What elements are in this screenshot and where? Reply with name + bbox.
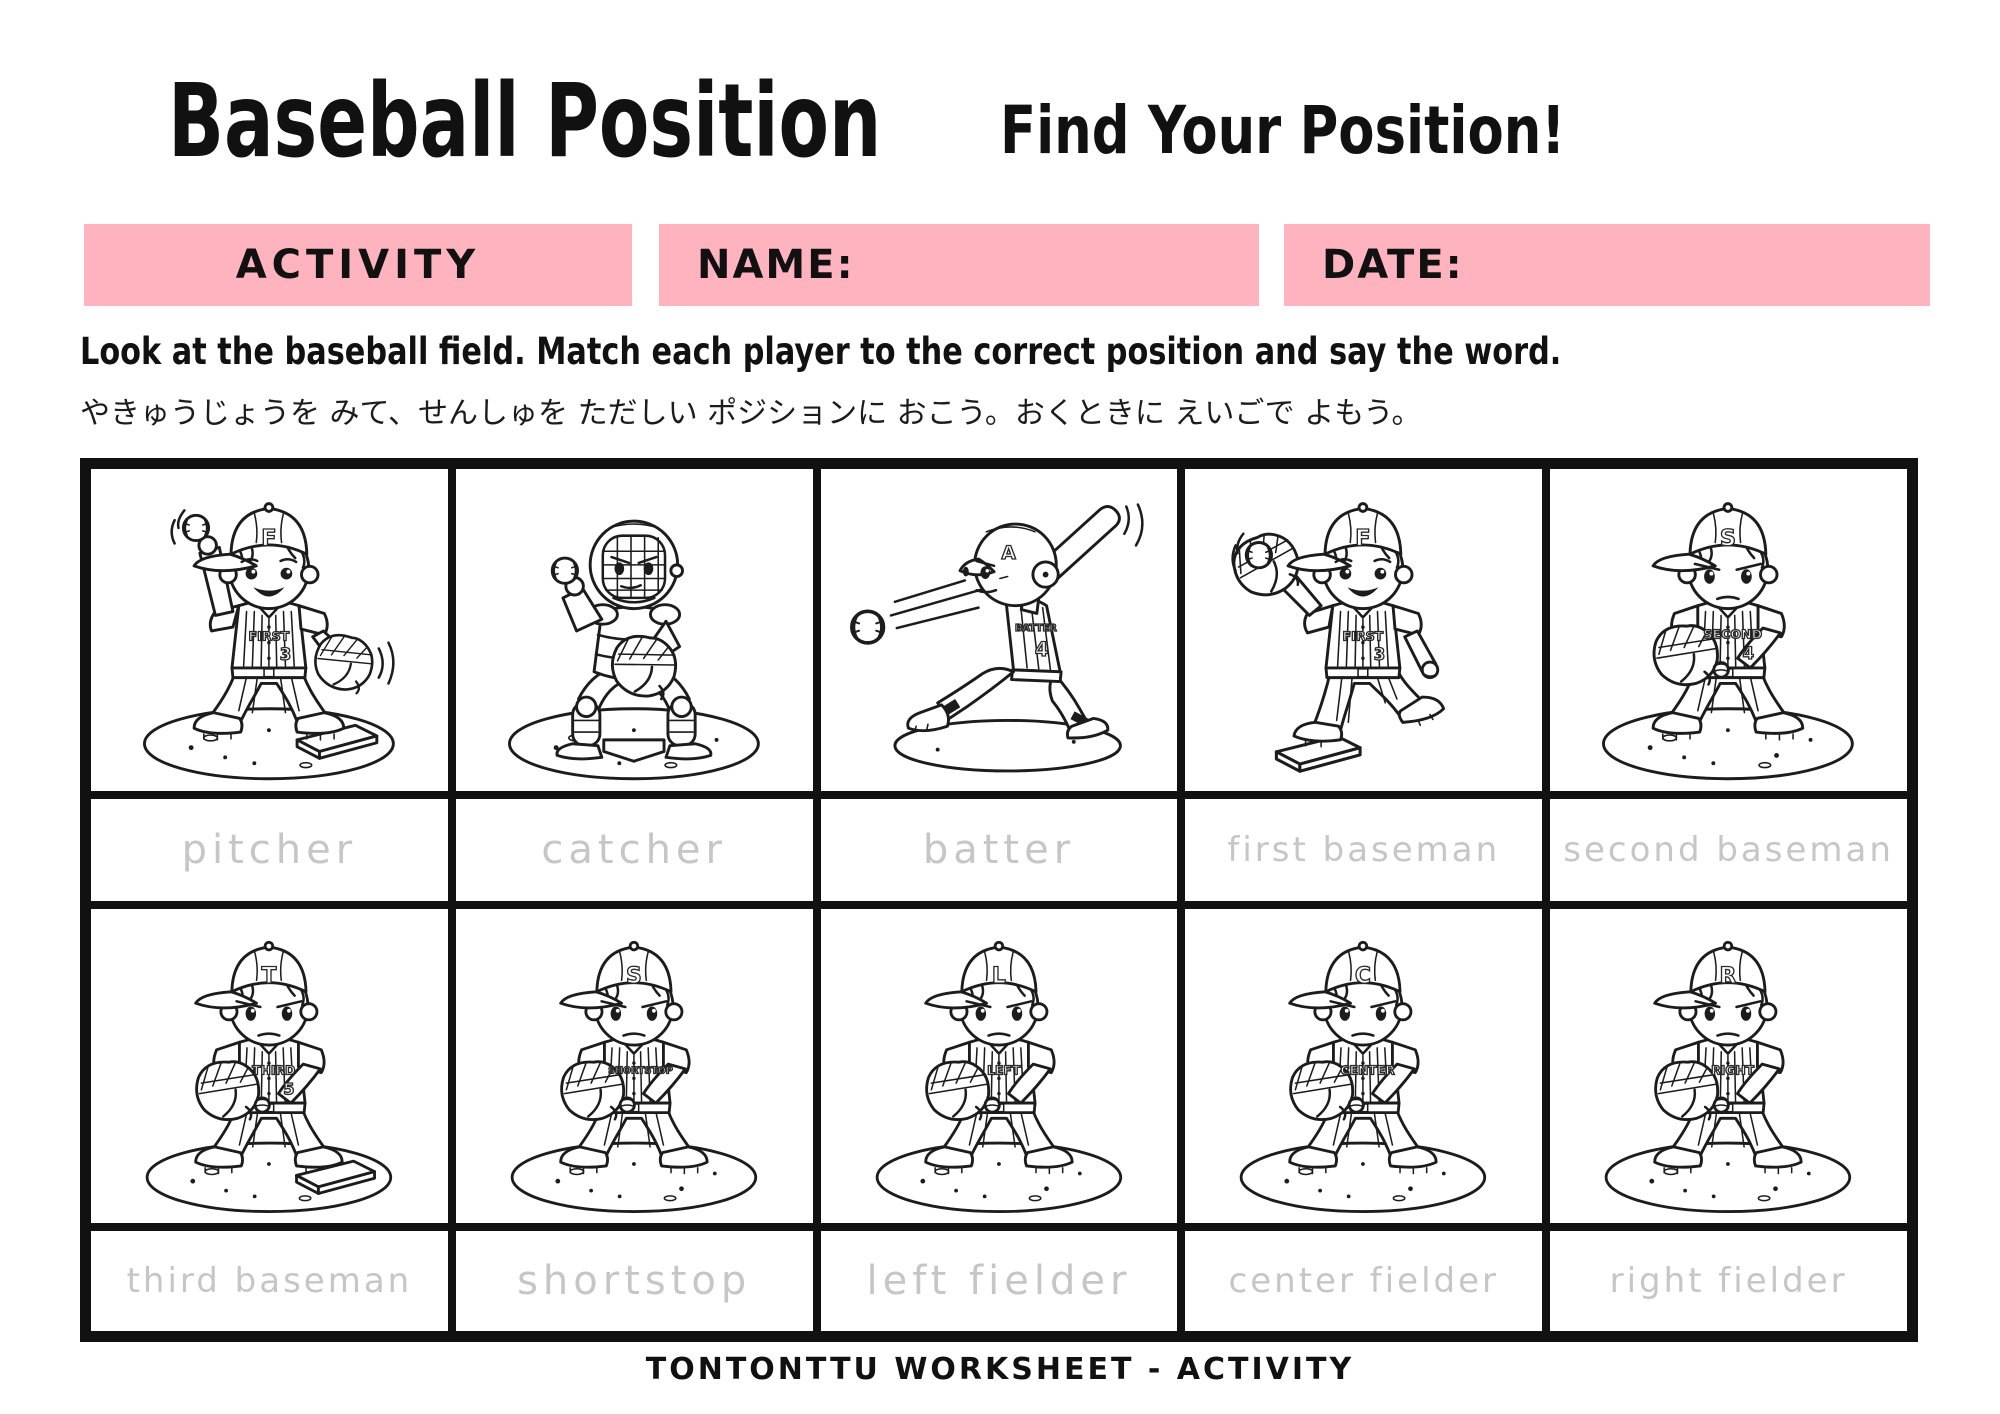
trace-text: left fielder bbox=[866, 1258, 1132, 1304]
trace-text: first baseman bbox=[1227, 830, 1501, 870]
shortstop-jersey-word: SHORTSTOP bbox=[608, 1066, 673, 1077]
shortstop-cap-letter: S bbox=[626, 964, 642, 989]
player-card-first-baseman: F FIRST 3 bbox=[1181, 465, 1547, 795]
trace-label-pitcher: pitcher bbox=[87, 795, 452, 905]
pitcher-jersey-number: 3 bbox=[280, 645, 292, 664]
batter-jersey-number: 4 bbox=[1035, 638, 1049, 661]
trace-label-third-baseman: third baseman bbox=[87, 1227, 452, 1335]
second-baseman-cap-letter: S bbox=[1720, 525, 1736, 551]
page-subtitle: Find Your Position! bbox=[1000, 92, 1566, 169]
player-card-batter: A BATTER 4 bbox=[816, 465, 1182, 795]
player-card-left-fielder: L LEFT bbox=[816, 905, 1182, 1227]
center-fielder-illustration: C CENTER bbox=[1185, 909, 1542, 1223]
first-baseman-illustration: F FIRST 3 bbox=[1185, 469, 1542, 791]
left-fielder-cap-letter: L bbox=[992, 964, 1006, 989]
player-card-shortstop: S SHORTSTOP bbox=[451, 905, 817, 1227]
trace-label-second-baseman: second baseman bbox=[1546, 795, 1911, 905]
trace-text: batter bbox=[922, 827, 1076, 873]
trace-label-center-fielder: center fielder bbox=[1181, 1227, 1547, 1335]
center-fielder-cap-letter: C bbox=[1355, 964, 1371, 989]
page-title: Baseball Position bbox=[168, 62, 882, 181]
instruction-english: Look at the baseball field. Match each p… bbox=[80, 330, 1562, 373]
trace-label-shortstop: shortstop bbox=[451, 1227, 817, 1335]
player-card-third-baseman: T THIRD 5 bbox=[87, 905, 452, 1227]
right-fielder-illustration: R RIGHT bbox=[1550, 909, 1907, 1223]
catcher-illustration bbox=[456, 469, 813, 791]
trace-label-left-fielder: left fielder bbox=[816, 1227, 1182, 1335]
batter-illustration: A BATTER 4 bbox=[821, 469, 1178, 791]
second-baseman-jersey-word: SECOND bbox=[1704, 627, 1763, 642]
date-field[interactable]: DATE: bbox=[1284, 224, 1930, 306]
third-baseman-cap-letter: T bbox=[261, 964, 276, 989]
trace-text: second baseman bbox=[1563, 830, 1894, 870]
player-grid: F FIRST 3 A BATTER 4 F FIRST 3 bbox=[80, 458, 1918, 1342]
right-fielder-jersey-word: RIGHT bbox=[1711, 1064, 1755, 1078]
third-baseman-illustration: T THIRD 5 bbox=[91, 909, 448, 1223]
trace-label-catcher: catcher bbox=[451, 795, 817, 905]
second-baseman-jersey-number: 4 bbox=[1743, 644, 1755, 663]
player-card-catcher bbox=[451, 465, 817, 795]
pitcher-jersey-word: FIRST bbox=[249, 629, 290, 644]
batter-jersey-word: BATTER bbox=[1015, 623, 1057, 634]
activity-box: ACTIVITY bbox=[84, 224, 632, 306]
left-fielder-illustration: L LEFT bbox=[821, 909, 1178, 1223]
left-fielder-jersey-word: LEFT bbox=[987, 1064, 1021, 1078]
trace-text: third baseman bbox=[126, 1261, 413, 1301]
trace-text: center fielder bbox=[1228, 1261, 1500, 1301]
date-label: DATE: bbox=[1322, 242, 1464, 288]
activity-label: ACTIVITY bbox=[235, 242, 481, 288]
trace-label-batter: batter bbox=[816, 795, 1182, 905]
third-baseman-jersey-number: 5 bbox=[283, 1080, 294, 1099]
trace-text: shortstop bbox=[517, 1258, 752, 1304]
second-baseman-illustration: S SECOND 4 bbox=[1550, 469, 1907, 791]
trace-label-right-fielder: right fielder bbox=[1546, 1227, 1911, 1335]
trace-text: pitcher bbox=[181, 827, 358, 873]
first-baseman-cap-letter: F bbox=[1356, 525, 1371, 551]
player-card-second-baseman: S SECOND 4 bbox=[1546, 465, 1911, 795]
player-card-right-fielder: R RIGHT bbox=[1546, 905, 1911, 1227]
pitcher-cap-letter: F bbox=[261, 525, 276, 551]
first-baseman-jersey-word: FIRST bbox=[1343, 629, 1384, 644]
center-fielder-jersey-word: CENTER bbox=[1341, 1064, 1396, 1078]
trace-text: right fielder bbox=[1609, 1261, 1848, 1301]
first-baseman-jersey-number: 3 bbox=[1374, 645, 1386, 664]
trace-label-first-baseman: first baseman bbox=[1181, 795, 1547, 905]
player-card-pitcher: F FIRST 3 bbox=[87, 465, 452, 795]
instruction-japanese: やきゅうじょうを みて、せんしゅを ただしい ポジションに おこう。おくときに … bbox=[80, 396, 1422, 431]
player-card-center-fielder: C CENTER bbox=[1181, 905, 1547, 1227]
batter-cap-letter: A bbox=[1001, 543, 1016, 564]
name-field[interactable]: NAME: bbox=[659, 224, 1259, 306]
shortstop-illustration: S SHORTSTOP bbox=[456, 909, 813, 1223]
trace-text: catcher bbox=[541, 827, 727, 873]
third-baseman-jersey-word: THIRD bbox=[252, 1064, 295, 1078]
right-fielder-cap-letter: R bbox=[1720, 964, 1737, 989]
name-label: NAME: bbox=[697, 242, 855, 288]
pitcher-illustration: F FIRST 3 bbox=[91, 469, 448, 791]
footer-credit: TONTONTTU WORKSHEET - ACTIVITY bbox=[645, 1352, 1355, 1387]
